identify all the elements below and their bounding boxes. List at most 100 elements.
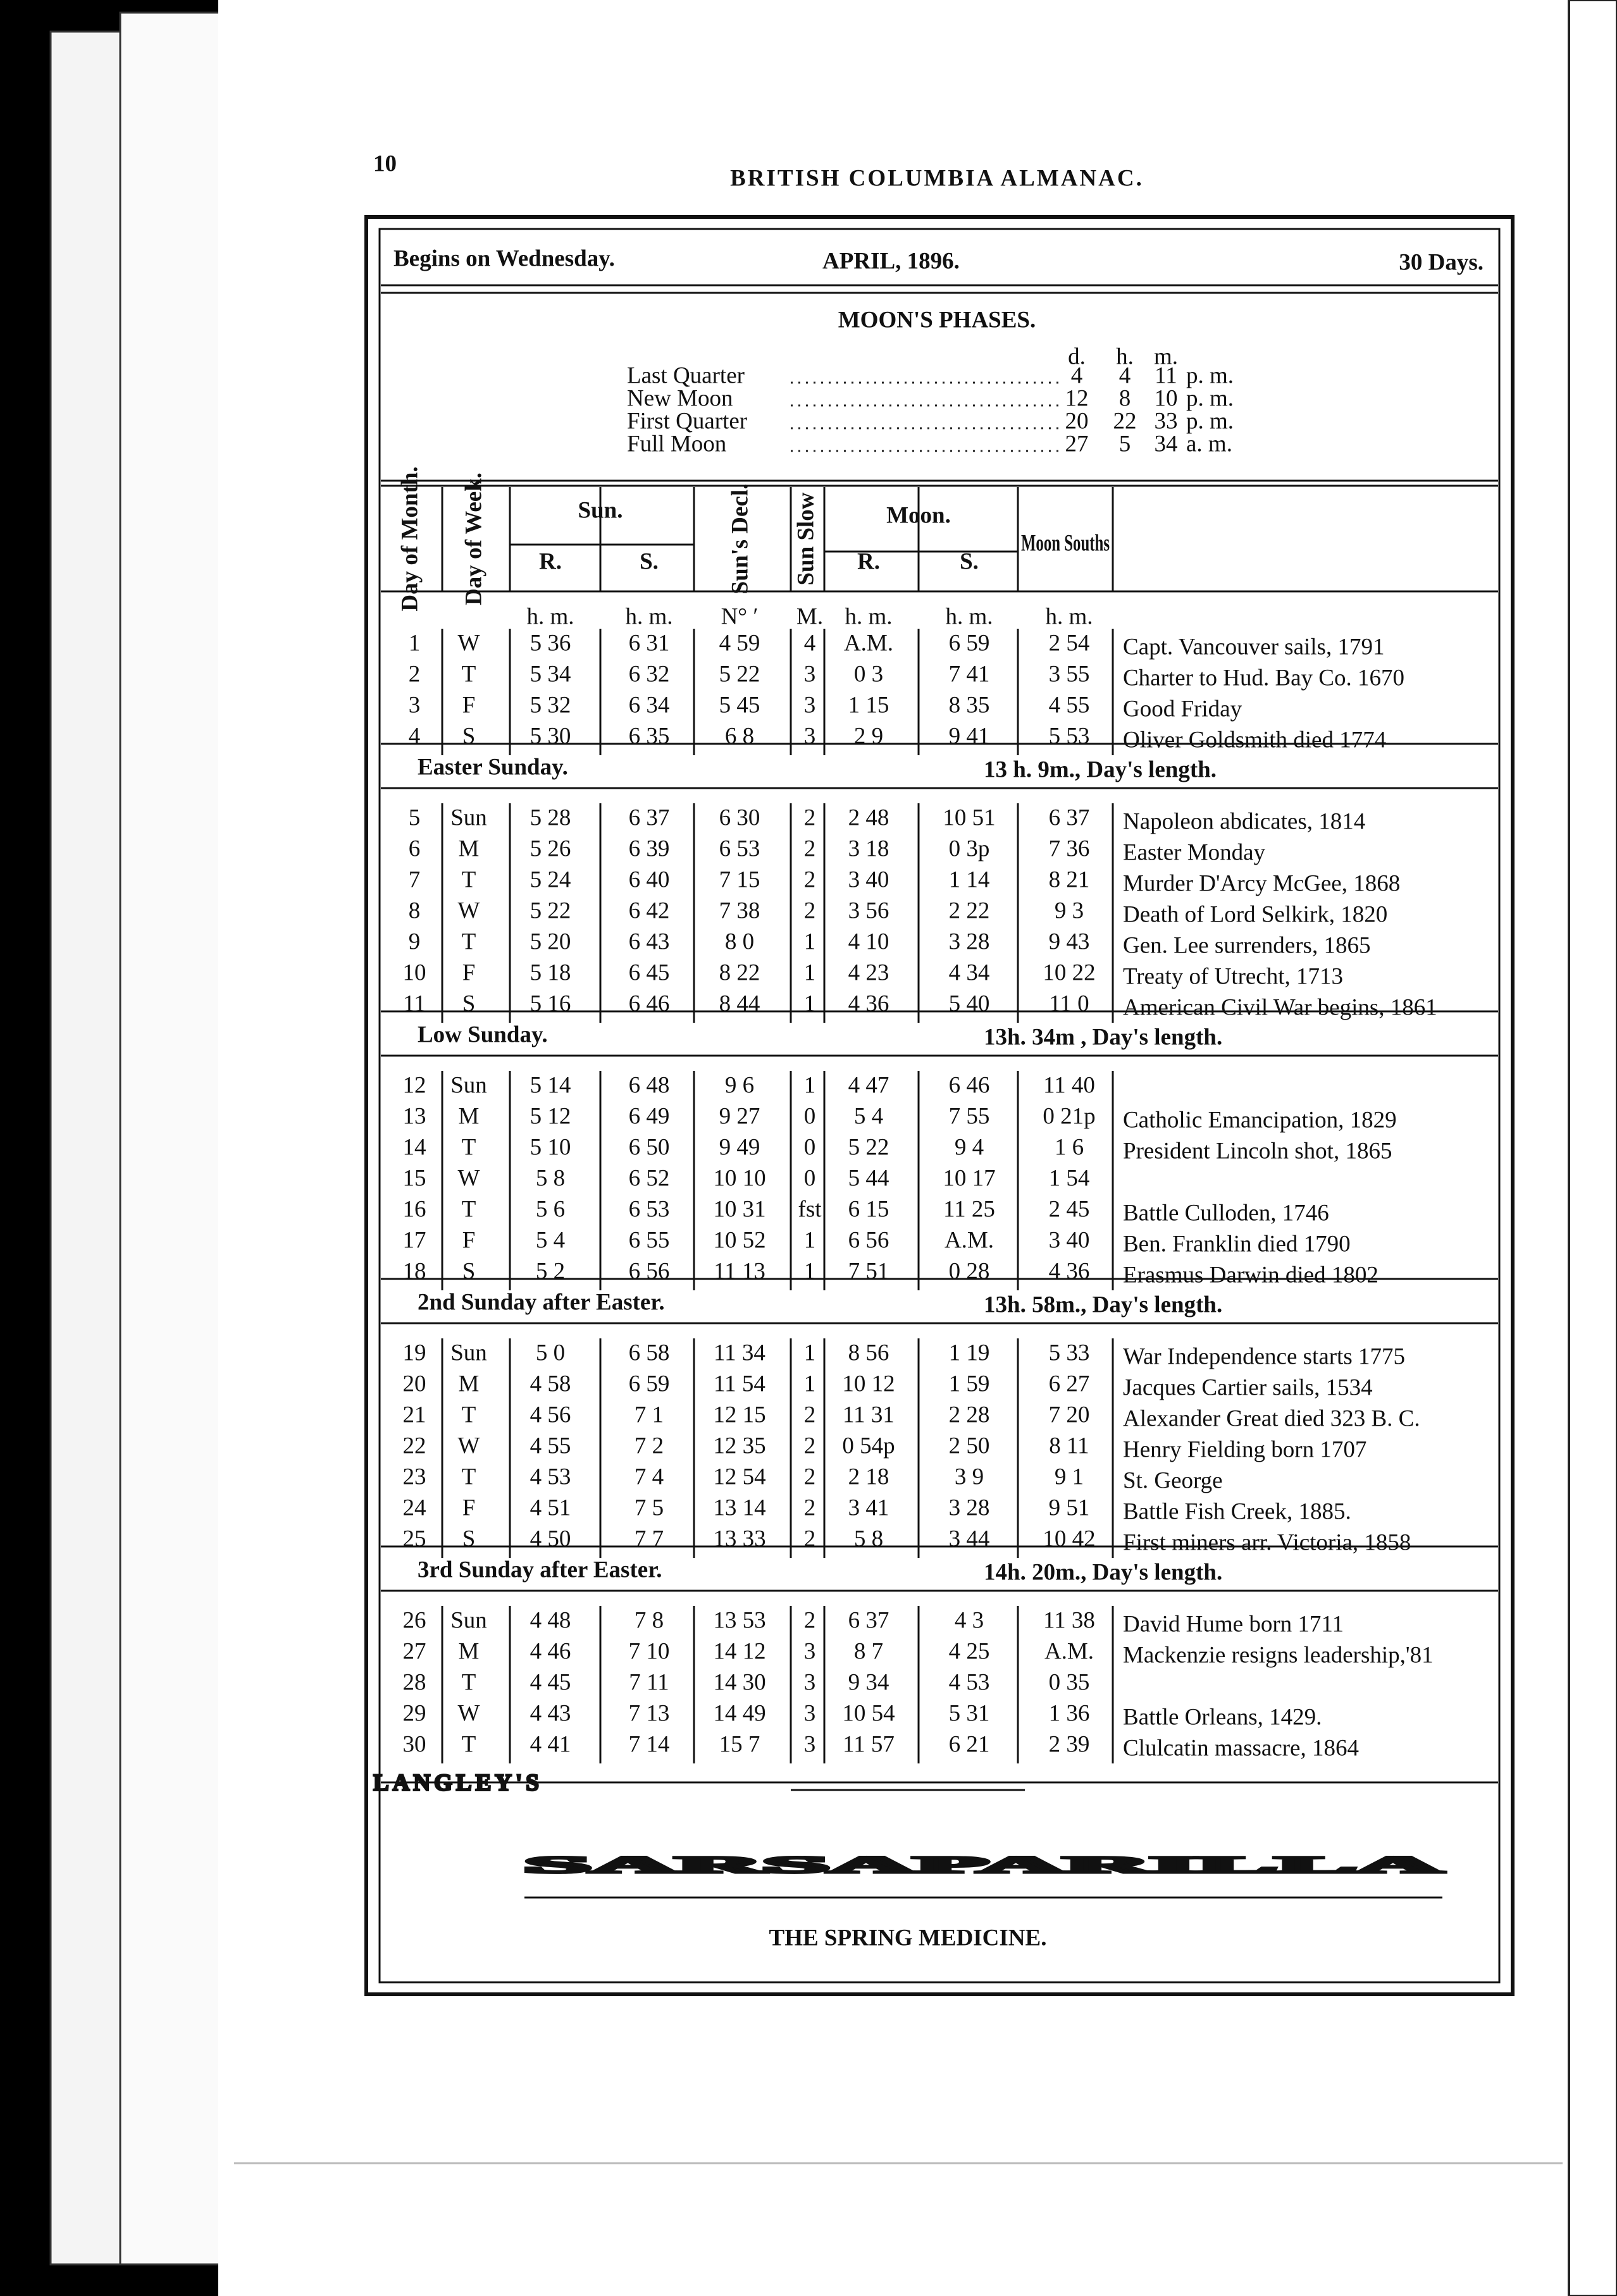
cell: 21 bbox=[403, 1402, 426, 1428]
cell: 4 bbox=[409, 723, 421, 749]
cell: 6 21 bbox=[949, 1731, 990, 1757]
cell: T bbox=[462, 661, 476, 687]
cell: 10 31 bbox=[713, 1196, 765, 1222]
cell: W bbox=[458, 1165, 480, 1191]
col-moon-s: S. bbox=[960, 548, 979, 574]
cell: 4 41 bbox=[530, 1731, 571, 1757]
cell: 14 30 bbox=[713, 1669, 765, 1695]
event: President Lincoln shot, 1865 bbox=[1123, 1138, 1392, 1164]
cell: 9 bbox=[409, 929, 421, 954]
cell: 11 25 bbox=[943, 1196, 995, 1222]
ad-product: SARSAPARILLA bbox=[524, 1852, 1442, 1878]
cell: 4 55 bbox=[1049, 692, 1090, 718]
cell: 8 0 bbox=[725, 929, 754, 954]
cell: 6 56 bbox=[629, 1258, 670, 1284]
cell: 1 bbox=[804, 1371, 816, 1397]
cell: 4 56 bbox=[530, 1402, 571, 1428]
col-day-week: Day of Week. bbox=[461, 472, 486, 605]
cell: 8 bbox=[409, 898, 421, 923]
cell: W bbox=[458, 1433, 480, 1459]
cell: M bbox=[459, 1103, 480, 1129]
cell: 5 2 bbox=[536, 1258, 565, 1284]
cell: 6 46 bbox=[629, 991, 670, 1016]
cell: 3 55 bbox=[1049, 661, 1090, 687]
cell: 5 53 bbox=[1049, 723, 1090, 749]
cell: 4 59 bbox=[719, 630, 760, 656]
cell: 5 28 bbox=[530, 805, 571, 830]
cell: 6 37 bbox=[1049, 805, 1090, 830]
day-length: 13h. 58m., Day's length. bbox=[984, 1292, 1222, 1318]
cell: 10 51 bbox=[943, 805, 995, 830]
cell: 15 7 bbox=[719, 1731, 760, 1757]
cell: 4 36 bbox=[1049, 1258, 1090, 1284]
cell: 14 49 bbox=[713, 1700, 765, 1726]
running-head: BRITISH COLUMBIA ALMANAC. bbox=[730, 165, 1144, 191]
cell: 3 40 bbox=[1049, 1227, 1090, 1253]
page-edge bbox=[119, 11, 235, 2266]
cell: A.M. bbox=[945, 1227, 994, 1253]
cell: F bbox=[462, 692, 476, 718]
cell: 6 50 bbox=[629, 1134, 670, 1160]
cell: Sun bbox=[450, 1072, 487, 1098]
cell: 3 28 bbox=[949, 1495, 990, 1521]
event: Battle Fish Creek, 1885. bbox=[1123, 1498, 1351, 1524]
cell: 1 19 bbox=[949, 1340, 990, 1366]
cell: 5 20 bbox=[530, 929, 571, 954]
unit: h. m. bbox=[1045, 603, 1093, 629]
cell: 7 8 bbox=[635, 1607, 664, 1633]
cell: 2 bbox=[804, 1607, 816, 1633]
cell: 10 42 bbox=[1043, 1526, 1095, 1552]
cell: 22 bbox=[403, 1433, 426, 1459]
cell: Sun bbox=[450, 1340, 487, 1366]
cell: 9 43 bbox=[1049, 929, 1090, 954]
cell: M bbox=[459, 1638, 480, 1664]
phase-d: 27 bbox=[1065, 431, 1089, 457]
cell: 11 34 bbox=[714, 1340, 765, 1366]
cell: 5 14 bbox=[530, 1072, 571, 1098]
cell: 1 bbox=[804, 960, 816, 985]
cell: 4 10 bbox=[848, 929, 889, 954]
col-moon-souths: Moon Souths bbox=[1021, 530, 1110, 556]
cell: 6 48 bbox=[629, 1072, 670, 1098]
cell: 3 28 bbox=[949, 929, 990, 954]
cell: 24 bbox=[403, 1495, 426, 1521]
unit: h. m. bbox=[526, 603, 574, 629]
cell: 11 0 bbox=[1049, 991, 1089, 1016]
cell: 5 36 bbox=[530, 630, 571, 656]
cell: 5 44 bbox=[848, 1165, 889, 1191]
col-sun-slow: Sun Slow bbox=[793, 492, 819, 585]
cell: 13 14 bbox=[713, 1495, 765, 1521]
event: War Independence starts 1775 bbox=[1123, 1343, 1405, 1369]
cell: 8 56 bbox=[848, 1340, 889, 1366]
cell: 5 30 bbox=[530, 723, 571, 749]
cell: 17 bbox=[403, 1227, 426, 1253]
day-length: 13h. 34m , Day's length. bbox=[984, 1024, 1222, 1050]
cell: 3 bbox=[409, 692, 421, 718]
cell: 6 59 bbox=[949, 630, 990, 656]
cell: 5 32 bbox=[530, 692, 571, 718]
cell: 4 34 bbox=[949, 960, 990, 985]
cell: 9 41 bbox=[949, 723, 990, 749]
cell: 4 25 bbox=[949, 1638, 990, 1664]
cell: 2 bbox=[804, 1495, 816, 1521]
cell: 2 22 bbox=[949, 898, 990, 923]
cell: 3 bbox=[804, 661, 816, 687]
cell: 7 13 bbox=[629, 1700, 670, 1726]
cell: 11 38 bbox=[1043, 1607, 1095, 1633]
event: Battle Culloden, 1746 bbox=[1123, 1200, 1329, 1226]
cell: 7 55 bbox=[949, 1103, 990, 1129]
cell: 9 34 bbox=[848, 1669, 889, 1695]
cell: T bbox=[462, 1402, 476, 1428]
cell: F bbox=[462, 960, 476, 985]
page-sheet bbox=[218, 0, 1569, 2296]
cell: 6 8 bbox=[725, 723, 754, 749]
cell: 0 54p bbox=[842, 1433, 895, 1459]
phase-m: 10 bbox=[1155, 385, 1178, 411]
cell: Sun bbox=[450, 805, 487, 830]
cell: 3 bbox=[804, 692, 816, 718]
phase-name: Full Moon bbox=[627, 431, 726, 457]
cell: 6 39 bbox=[629, 836, 670, 861]
cell: 0 3 bbox=[854, 661, 883, 687]
cell: 2 bbox=[804, 1464, 816, 1490]
cell: 1 bbox=[804, 929, 816, 954]
